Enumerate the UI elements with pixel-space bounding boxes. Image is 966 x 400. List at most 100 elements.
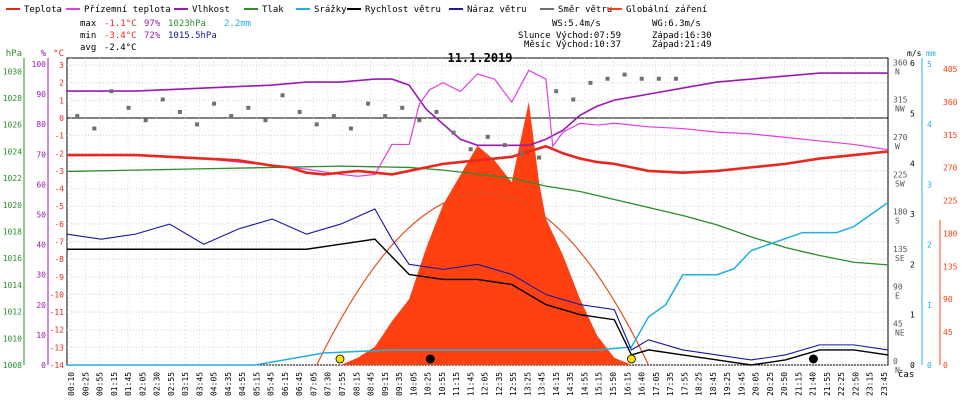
wind-direction-point bbox=[297, 109, 302, 114]
wind-direction-point bbox=[229, 114, 234, 119]
y-tick-hpa: 1012 bbox=[3, 308, 22, 317]
y-tick-hpa: 1026 bbox=[3, 121, 22, 130]
y-unit-temperature: °C bbox=[53, 49, 64, 59]
y-tick-radiation: 270 bbox=[943, 164, 958, 173]
y-tick-direction: 225 bbox=[893, 170, 908, 179]
x-tick-label: 21:55 bbox=[823, 372, 832, 396]
wind-direction-point bbox=[554, 89, 559, 94]
y-tick-rain: 2 bbox=[927, 241, 932, 250]
x-tick-label: 14:15 bbox=[552, 372, 561, 396]
stats-panel: max -1.1°C 97% 1023hPa 2.2mm min -3.4°C … bbox=[80, 19, 712, 53]
sunset-marker bbox=[627, 354, 636, 364]
x-tick-label: 18:25 bbox=[695, 372, 704, 396]
y-tick-direction-label: W bbox=[895, 142, 900, 151]
y-tick-temperature: -4 bbox=[54, 185, 64, 194]
stats-max-temp: -1.1°C bbox=[104, 19, 137, 29]
x-tick-label: 05:45 bbox=[267, 372, 276, 396]
x-tick-label: 07:55 bbox=[338, 372, 347, 396]
wind-direction-point bbox=[417, 118, 422, 123]
y-tick-radiation: 0 bbox=[943, 361, 948, 370]
y-tick-humidity: 60 bbox=[36, 180, 46, 189]
moon-set: Západ:21:49 bbox=[652, 40, 712, 50]
y-tick-direction-label: NE bbox=[895, 329, 905, 338]
legend-item: Srážky bbox=[314, 5, 347, 15]
y-tick-radiation: 360 bbox=[943, 98, 958, 107]
y-tick-wind: 2 bbox=[910, 260, 915, 269]
x-tick-label: 13:25 bbox=[523, 372, 532, 396]
x-tick-label: 22:50 bbox=[851, 372, 860, 396]
y-tick-rain: 4 bbox=[927, 120, 932, 129]
y-tick-humidity: 20 bbox=[36, 301, 46, 310]
x-tick-label: 23:15 bbox=[866, 372, 875, 396]
legend-item: Přízemní teplota bbox=[84, 5, 171, 15]
y-tick-radiation: 405 bbox=[943, 65, 958, 74]
series-radiation bbox=[340, 101, 632, 365]
wind-direction-point bbox=[126, 105, 131, 110]
x-tick-label: 11:45 bbox=[466, 372, 475, 396]
y-tick-humidity: 70 bbox=[36, 150, 46, 159]
y-tick-temperature: -7 bbox=[54, 237, 64, 246]
y-tick-radiation: 135 bbox=[943, 262, 958, 271]
wind-direction-point bbox=[177, 109, 182, 114]
stats-rain: 2.2mm bbox=[224, 19, 251, 29]
y-tick-hpa: 1010 bbox=[3, 334, 22, 343]
wind-direction-point bbox=[160, 97, 165, 102]
x-tick-label: 01:15 bbox=[110, 372, 119, 396]
x-tick-label: 02:30 bbox=[153, 372, 162, 396]
y-tick-direction-label: N bbox=[895, 67, 900, 76]
wind-direction-point bbox=[109, 89, 114, 94]
x-tick-label: 23:45 bbox=[880, 372, 889, 396]
wind-direction-point bbox=[263, 118, 268, 123]
y-tick-radiation: 225 bbox=[943, 197, 958, 206]
stats-max-label: max bbox=[80, 19, 97, 29]
axes: 1008101010121014101610181020102210241026… bbox=[3, 49, 958, 375]
y-tick-hpa: 1030 bbox=[3, 67, 22, 76]
x-tick-label: 20:50 bbox=[780, 372, 789, 396]
y-tick-temperature: -6 bbox=[54, 220, 64, 229]
wind-direction-point bbox=[451, 130, 456, 135]
legend-item: Vlhkost bbox=[192, 5, 230, 15]
x-tick-label: 02:05 bbox=[138, 372, 147, 396]
y-tick-temperature: -8 bbox=[54, 255, 64, 264]
y-tick-direction: 90 bbox=[893, 282, 903, 291]
y-tick-temperature: 1 bbox=[59, 96, 64, 105]
y-tick-direction: 180 bbox=[893, 208, 908, 217]
series-wind-gust bbox=[66, 208, 889, 361]
legend-item: Směr větru bbox=[558, 5, 612, 15]
wind-direction-point bbox=[92, 126, 97, 131]
y-tick-direction: 315 bbox=[893, 96, 908, 105]
x-tick-label: 19:45 bbox=[737, 372, 746, 396]
wind-stat-ws: WS:5.4m/s bbox=[552, 19, 601, 29]
y-tick-humidity: 10 bbox=[36, 331, 46, 340]
stats-max-hum: 97% bbox=[144, 19, 161, 29]
stats-min-hum: 72% bbox=[144, 31, 161, 41]
y-tick-temperature: -1 bbox=[54, 132, 64, 141]
y-tick-humidity: 80 bbox=[36, 120, 46, 129]
sunrise-marker bbox=[335, 354, 345, 364]
y-unit-humidity: % bbox=[41, 49, 47, 59]
x-tick-label: 22:25 bbox=[837, 372, 846, 396]
y-tick-temperature: -5 bbox=[54, 202, 64, 211]
y-tick-direction: 0 bbox=[893, 357, 898, 366]
legend-item: Náraz větru bbox=[467, 5, 527, 15]
wind-direction-point bbox=[212, 101, 217, 106]
stats-min-temp: -3.4°C bbox=[104, 31, 137, 41]
x-tick-label: 00:55 bbox=[96, 372, 105, 396]
y-tick-hpa: 1016 bbox=[3, 254, 22, 263]
x-tick-label: 16:40 bbox=[638, 372, 647, 396]
series-temperature bbox=[67, 144, 889, 176]
y-tick-temperature: -3 bbox=[54, 167, 64, 176]
stats-avg-temp: -2.4°C bbox=[104, 43, 137, 53]
y-tick-hpa: 1022 bbox=[3, 174, 22, 183]
x-tick-label: 01:45 bbox=[124, 372, 133, 396]
y-tick-rain: 5 bbox=[927, 60, 932, 69]
x-tick-label: 10:25 bbox=[424, 372, 433, 396]
wind-direction-point bbox=[434, 109, 439, 114]
x-axis: 00:10 00:25 00:55 01:15 01:45 02:05 02:30 02:55… bbox=[67, 372, 889, 396]
y-tick-hpa: 1028 bbox=[3, 94, 22, 103]
wind-direction-point bbox=[588, 80, 593, 85]
wind-direction-point bbox=[639, 76, 644, 81]
theoretical-radiation-curve bbox=[316, 192, 650, 366]
y-tick-direction-label: N bbox=[895, 366, 900, 375]
y-tick-temperature: 0 bbox=[59, 114, 64, 123]
